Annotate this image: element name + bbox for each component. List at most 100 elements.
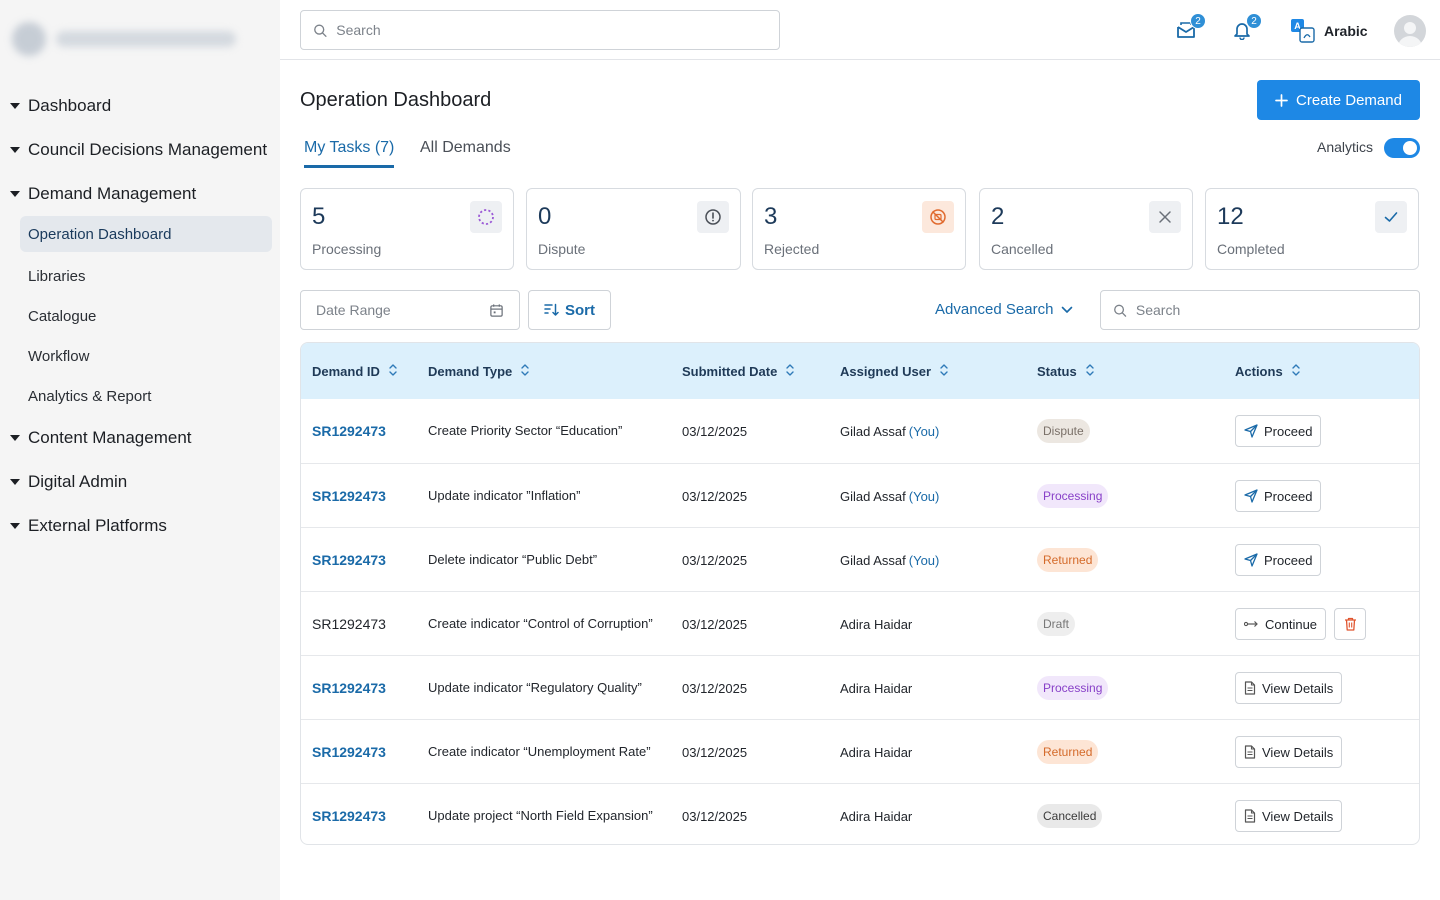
view-details-button[interactable]: View Details: [1235, 800, 1343, 832]
demand-type: Update indicator ”Inflation”: [428, 488, 581, 503]
status-badge: Processing: [1037, 484, 1109, 508]
demand-id[interactable]: SR1292473: [312, 744, 386, 760]
column-header-demand-type[interactable]: Demand Type: [428, 343, 530, 399]
column-header-label: Actions: [1235, 363, 1283, 379]
sidebar-item-council-decisions-management[interactable]: Council Decisions Management: [0, 128, 280, 172]
send-icon: [1244, 489, 1258, 503]
stat-card-rejected[interactable]: 3 Rejected: [752, 188, 966, 270]
demand-id[interactable]: SR1292473: [312, 808, 386, 824]
sidebar-item-analytics-report[interactable]: Analytics & Report: [20, 376, 272, 416]
proceed-button[interactable]: Proceed: [1235, 544, 1322, 576]
demand-id[interactable]: SR1292473: [312, 423, 386, 439]
assigned-user-name: Gilad Assaf: [840, 552, 906, 568]
plus-icon: [1275, 93, 1288, 107]
caret-down-icon: [10, 147, 20, 153]
demand-type: Delete indicator “Public Debt”: [428, 552, 598, 567]
stat-card-cancelled[interactable]: 2 Cancelled: [979, 188, 1193, 270]
stat-label: Rejected: [764, 241, 820, 257]
delete-button[interactable]: [1334, 608, 1367, 640]
sidebar-item-label: Content Management: [28, 428, 192, 447]
sidebar-item-catalogue[interactable]: Catalogue: [20, 296, 272, 336]
stat-card-completed[interactable]: 12 Completed: [1205, 188, 1419, 270]
sort-arrows-icon: [388, 363, 398, 380]
continue-icon: [1244, 620, 1259, 628]
document-icon: [1244, 681, 1256, 695]
demand-type: Update indicator “Regulatory Quality”: [428, 680, 642, 695]
actions-cell: Proceed: [1235, 399, 1322, 463]
mail-button[interactable]: 2: [1172, 13, 1206, 44]
analytics-toggle[interactable]: [1384, 138, 1420, 158]
alert-circle-icon: [697, 201, 729, 233]
submitted-date: 03/12/2025: [682, 552, 748, 568]
stat-card-processing[interactable]: 5 Processing: [300, 188, 514, 270]
demand-type: Create indicator “Unemployment Rate”: [428, 744, 651, 759]
user-icon: [1398, 22, 1422, 47]
column-header-actions[interactable]: Actions: [1235, 343, 1301, 399]
notification-button[interactable]: 2: [1228, 13, 1262, 44]
table-row: SR1292473 Update project “North Field Exp…: [301, 783, 1419, 844]
assigned-user: Adira Haidar: [840, 784, 912, 844]
actions-cell: Continue: [1235, 592, 1367, 656]
tab-my-tasks[interactable]: My Tasks (7): [304, 139, 395, 168]
submitted-date: 03/12/2025: [682, 680, 748, 696]
action-label: View Details: [1262, 808, 1334, 824]
you-tag: (You): [908, 423, 940, 439]
stat-card-dispute[interactable]: 0 Dispute: [526, 188, 741, 270]
language-switch[interactable]: A Arabic: [1290, 18, 1368, 44]
column-header-submitted-date[interactable]: Submitted Date: [682, 343, 795, 399]
caret-down-icon: [10, 191, 20, 197]
sidebar-item-operation-dashboard[interactable]: Operation Dashboard: [20, 216, 272, 252]
assigned-user-name: Adira Haidar: [840, 616, 913, 632]
tab-all-demands[interactable]: All Demands: [420, 139, 511, 156]
column-header-label: Assigned User: [840, 363, 932, 379]
table-header: Demand ID Demand Type Submitted Date Assign…: [301, 343, 1419, 399]
sidebar-item-libraries[interactable]: Libraries: [20, 256, 272, 296]
sidebar-item-label: Demand Management: [28, 184, 197, 203]
sidebar-item-label: Council Decisions Management: [28, 140, 268, 159]
date-range-input[interactable]: [316, 302, 466, 318]
logo: [12, 18, 262, 60]
demand-id[interactable]: SR1292473: [312, 552, 386, 568]
column-header-demand-id[interactable]: Demand ID: [312, 343, 398, 399]
sidebar-item-workflow[interactable]: Workflow: [20, 336, 272, 376]
column-header-assigned-user[interactable]: Assigned User: [840, 343, 949, 399]
view-details-button[interactable]: View Details: [1235, 736, 1343, 768]
svg-text:A: A: [1294, 21, 1301, 31]
sidebar-item-content-management[interactable]: Content Management: [0, 416, 280, 460]
caret-down-icon: [10, 479, 20, 485]
sidebar-item-external-platforms[interactable]: External Platforms: [0, 504, 280, 548]
sidebar: Dashboard Council Decisions Management Dem…: [0, 0, 280, 900]
avatar[interactable]: [1394, 15, 1426, 47]
demand-id[interactable]: SR1292473: [312, 488, 386, 504]
sidebar-item-dashboard[interactable]: Dashboard: [0, 84, 280, 128]
actions-cell: Proceed: [1235, 464, 1322, 528]
translate-icon: A: [1291, 19, 1315, 43]
action-label: Proceed: [1264, 423, 1313, 439]
action-label: View Details: [1262, 744, 1334, 760]
stat-value: 3: [764, 203, 778, 230]
assigned-user: Gilad Assaf (You): [840, 399, 939, 463]
global-search-input[interactable]: [336, 22, 779, 38]
sidebar-item-demand-management[interactable]: Demand Management: [0, 172, 280, 216]
sort-button[interactable]: Sort: [528, 290, 611, 330]
demand-id[interactable]: SR1292473: [312, 680, 386, 696]
status-cell: Dispute: [1037, 399, 1090, 463]
proceed-button[interactable]: Proceed: [1235, 480, 1322, 512]
search-icon: [1114, 304, 1127, 317]
calendar-icon[interactable]: [489, 303, 504, 318]
advanced-search-toggle[interactable]: Advanced Search: [935, 301, 1073, 318]
status-cell: Processing: [1037, 464, 1109, 528]
chevron-down-icon: [1062, 306, 1073, 313]
date-range-field[interactable]: [300, 290, 520, 330]
continue-button[interactable]: Continue: [1235, 608, 1327, 640]
table-search-input[interactable]: [1135, 302, 1419, 318]
view-details-button[interactable]: View Details: [1235, 672, 1343, 704]
create-demand-button[interactable]: Create Demand: [1257, 80, 1420, 120]
sidebar-item-digital-admin[interactable]: Digital Admin: [0, 460, 280, 504]
column-header-status[interactable]: Status: [1037, 343, 1095, 399]
global-search[interactable]: [300, 10, 780, 50]
table-search[interactable]: [1100, 290, 1420, 330]
proceed-button[interactable]: Proceed: [1235, 415, 1322, 447]
sidebar-item-label: Workflow: [28, 347, 90, 365]
you-tag: (You): [908, 552, 940, 568]
